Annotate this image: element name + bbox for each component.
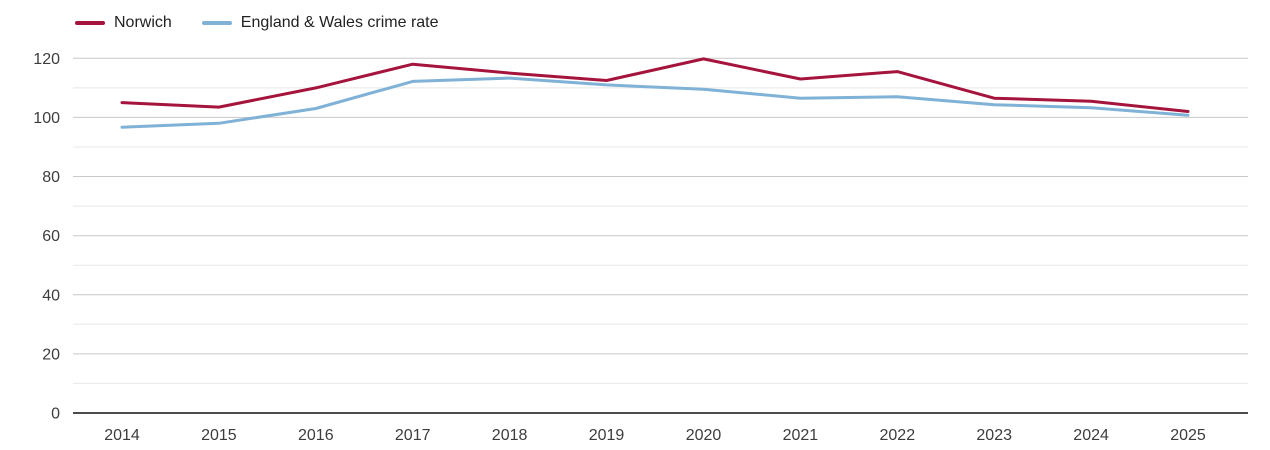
england-wales-line-swatch — [201, 21, 232, 25]
x-tick-label: 2016 — [298, 427, 334, 444]
chart-legend: Norwich England & Wales crime rate — [75, 14, 439, 32]
y-tick-label: 60 — [42, 228, 60, 245]
legend-item-england-wales[interactable]: England & Wales crime rate — [201, 14, 439, 32]
x-tick-label: 2019 — [589, 427, 625, 444]
series-line-norwich — [120, 57, 1190, 113]
x-tick-label: 2020 — [686, 427, 722, 444]
norwich-line-swatch — [75, 21, 105, 25]
x-tick-label: 2025 — [1170, 427, 1206, 444]
x-tick-label: 2018 — [492, 427, 528, 444]
y-tick-label: 0 — [51, 406, 60, 423]
y-tick-label: 120 — [33, 51, 60, 68]
series-line-england-wales-crime-rate — [120, 76, 1190, 129]
y-tick-label: 100 — [33, 110, 60, 127]
y-tick-label: 20 — [42, 346, 60, 363]
legend-label-norwich: Norwich — [114, 14, 172, 31]
y-tick-label: 80 — [42, 169, 60, 186]
x-tick-label: 2017 — [395, 427, 431, 444]
x-tick-label: 2023 — [976, 427, 1012, 444]
y-tick-label: 40 — [42, 287, 60, 304]
x-tick-label: 2014 — [104, 427, 140, 444]
x-tick-label: 2021 — [783, 427, 819, 444]
x-tick-label: 2015 — [201, 427, 237, 444]
legend-item-norwich[interactable]: Norwich — [75, 14, 172, 32]
x-tick-label: 2024 — [1073, 427, 1109, 444]
x-tick-label: 2022 — [880, 427, 916, 444]
legend-label-england-wales: England & Wales crime rate — [240, 14, 439, 31]
